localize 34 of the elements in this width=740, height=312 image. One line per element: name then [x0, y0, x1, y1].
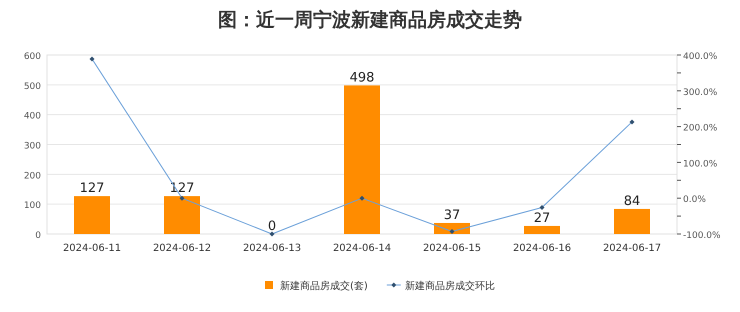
bar	[164, 196, 200, 234]
data-label: 498	[350, 70, 374, 86]
y2-tick-label: 100.0%	[683, 159, 718, 170]
x-tick-label: 2024-06-12	[152, 243, 212, 254]
y-tick-label: 500	[24, 82, 42, 92]
x-tick-label: 2024-06-15	[422, 243, 482, 254]
bar	[524, 226, 560, 234]
y-tick-label: 400	[24, 112, 42, 122]
data-label: 84	[624, 194, 640, 209]
bar	[344, 85, 380, 234]
y-tick-label: 600	[24, 52, 42, 62]
y2-tick-label: 400.0%	[683, 52, 718, 62]
legend-label: 新建商品房成交环比	[404, 280, 495, 292]
y-tick-label: 200	[24, 171, 42, 182]
y2-tick-label: 300.0%	[683, 88, 718, 98]
y2-tick-label: 200.0%	[683, 124, 718, 134]
data-label: 37	[444, 208, 460, 223]
chart-title: 图：近一周宁波新建商品房成交走势	[218, 9, 522, 31]
data-label: 0	[268, 219, 276, 234]
legend-label: 新建商品房成交(套)	[280, 280, 368, 292]
bar	[614, 208, 650, 234]
data-label: 27	[534, 210, 550, 226]
x-tick-label: 2024-06-16	[512, 243, 572, 254]
x-tick-label: 2024-06-13	[242, 243, 302, 254]
data-label: 127	[80, 181, 104, 196]
y-tick-label: 0	[35, 231, 42, 241]
y2-tick-label: -100.0%	[683, 231, 722, 241]
y-tick-label: 300	[24, 142, 42, 152]
x-tick-label: 2024-06-17	[602, 243, 662, 254]
y-tick-label: 100	[24, 201, 42, 212]
x-tick-label: 2024-06-14	[332, 243, 392, 254]
y2-tick-label: 0.0%	[683, 195, 706, 206]
x-tick-label: 2024-06-11	[62, 243, 122, 254]
bar	[74, 196, 110, 234]
